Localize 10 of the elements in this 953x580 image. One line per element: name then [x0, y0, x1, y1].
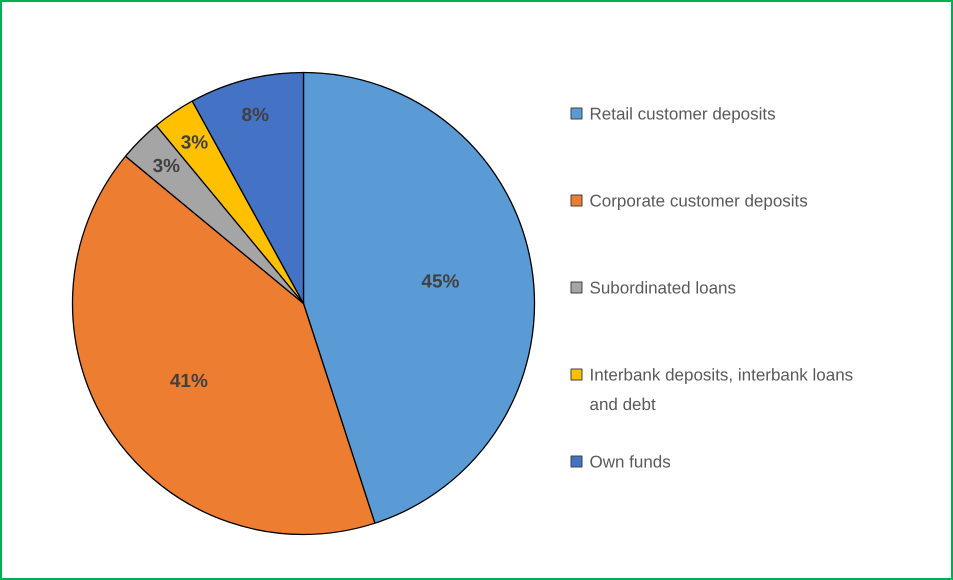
legend-label: Corporate customer deposits — [590, 192, 808, 210]
data-label: 3% — [180, 132, 208, 154]
legend-label: Subordinated loans — [590, 278, 736, 298]
legend-label: Interbank deposits, interbank loans and debt — [590, 366, 854, 414]
data-label: 45% — [421, 271, 460, 292]
data-label: 41% — [170, 370, 208, 392]
data-label: 3% — [152, 156, 180, 177]
legend-label: Own funds — [590, 452, 671, 472]
data-label: 8% — [242, 105, 270, 126]
legend-label: Retail customer deposits — [590, 104, 776, 124]
